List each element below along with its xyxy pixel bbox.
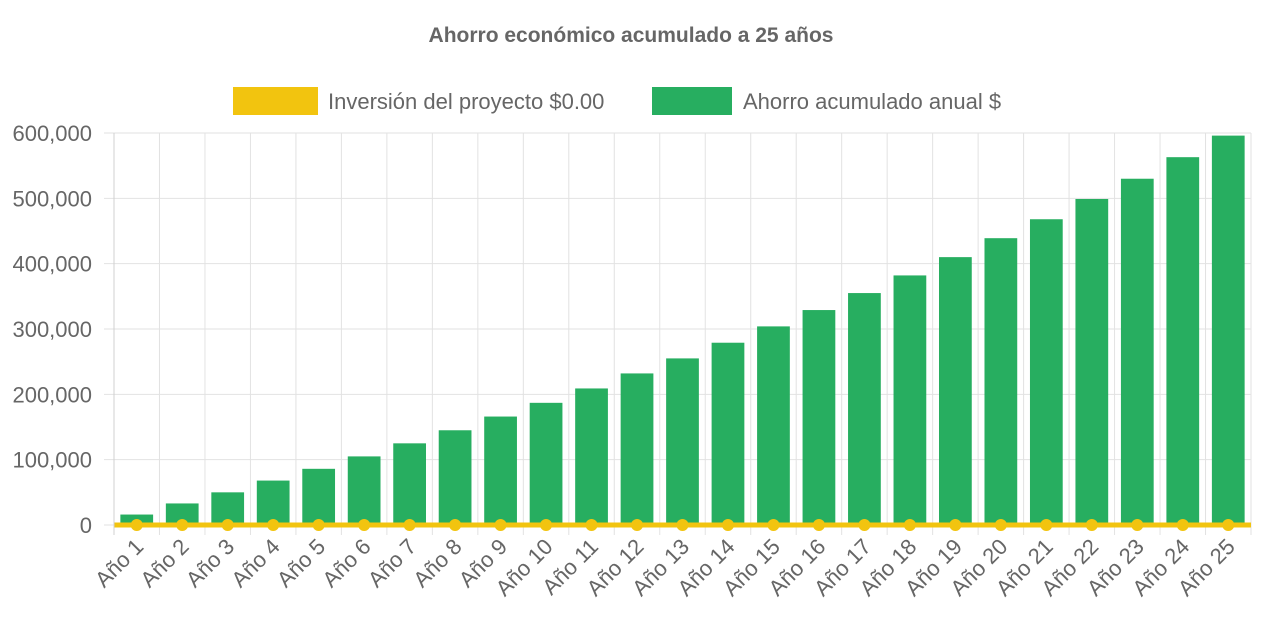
savings-bar[interactable]	[939, 257, 972, 525]
savings-bar[interactable]	[848, 293, 881, 525]
legend-item-savings[interactable]: Ahorro acumulado anual $	[652, 87, 1001, 115]
savings-bar[interactable]	[757, 326, 790, 525]
investment-point[interactable]	[1176, 519, 1189, 531]
legend-swatch-investment	[233, 87, 318, 115]
y-tick-label: 500,000	[12, 186, 92, 211]
x-tick-label: Año 4	[226, 534, 284, 592]
investment-point[interactable]	[403, 519, 416, 531]
y-tick-label: 600,000	[12, 121, 92, 146]
y-tick-label: 100,000	[12, 448, 92, 473]
savings-bar[interactable]	[984, 238, 1018, 526]
savings-bar[interactable]	[484, 416, 517, 525]
investment-point[interactable]	[1131, 519, 1144, 531]
investment-point[interactable]	[721, 519, 734, 531]
y-tick-label: 0	[80, 513, 92, 538]
y-tick-label: 200,000	[12, 382, 92, 407]
y-tick-label: 300,000	[12, 317, 92, 342]
investment-point[interactable]	[903, 519, 916, 531]
savings-bar[interactable]	[438, 430, 472, 525]
investment-point[interactable]	[676, 519, 689, 531]
savings-bar[interactable]	[393, 443, 426, 525]
legend-label-savings: Ahorro acumulado anual $	[743, 89, 1001, 114]
investment-point[interactable]	[540, 519, 553, 531]
savings-bar[interactable]	[1211, 135, 1245, 525]
investment-point[interactable]	[767, 519, 780, 531]
grid	[104, 132, 1252, 535]
savings-bar[interactable]	[893, 275, 927, 525]
investment-point[interactable]	[585, 519, 598, 531]
investment-point[interactable]	[812, 519, 825, 531]
savings-bar[interactable]	[529, 402, 563, 525]
investment-point[interactable]	[267, 519, 280, 531]
savings-bar[interactable]	[302, 468, 336, 525]
savings-bar[interactable]	[347, 456, 381, 525]
savings-bar[interactable]	[711, 342, 745, 525]
investment-point[interactable]	[130, 519, 143, 531]
savings-bar[interactable]	[802, 310, 836, 525]
savings-bar[interactable]	[256, 480, 290, 525]
legend-swatch-savings	[652, 87, 732, 115]
investment-point[interactable]	[1085, 519, 1098, 531]
x-tick-label: Año 7	[363, 534, 421, 592]
chart-title: Ahorro económico acumulado a 25 años	[429, 24, 834, 47]
savings-bar[interactable]	[575, 388, 608, 525]
x-tick-label: Año 2	[135, 534, 193, 592]
savings-bar[interactable]	[1120, 178, 1154, 525]
legend-item-investment[interactable]: Inversión del proyecto $0.00	[233, 87, 604, 115]
investment-point[interactable]	[449, 519, 462, 531]
investment-point[interactable]	[631, 519, 644, 531]
x-tick-label: Año 1	[90, 534, 148, 592]
x-tick-label: Año 8	[408, 534, 466, 592]
investment-point[interactable]	[949, 519, 962, 531]
legend-label-investment: Inversión del proyecto $0.00	[328, 89, 604, 114]
investment-point[interactable]	[994, 519, 1007, 531]
investment-point[interactable]	[1040, 519, 1053, 531]
investment-point[interactable]	[221, 519, 234, 531]
investment-point[interactable]	[858, 519, 871, 531]
savings-bar[interactable]	[620, 373, 654, 525]
investment-point[interactable]	[312, 519, 325, 531]
investment-point[interactable]	[1222, 519, 1235, 531]
x-tick-label: Año 6	[317, 534, 375, 592]
investment-point[interactable]	[176, 519, 189, 531]
savings-bar[interactable]	[165, 503, 199, 525]
savings-bar[interactable]	[1075, 198, 1109, 525]
line-series	[114, 519, 1251, 531]
x-tick-label: Año 3	[181, 534, 239, 592]
savings-bar[interactable]	[666, 358, 699, 525]
investment-point[interactable]	[358, 519, 371, 531]
y-tick-label: 400,000	[12, 252, 92, 277]
bar-series	[120, 135, 1245, 526]
savings-bar[interactable]	[1029, 219, 1063, 526]
savings-bar[interactable]	[1166, 157, 1200, 525]
investment-point[interactable]	[494, 519, 507, 531]
x-tick-label: Año 5	[272, 534, 330, 592]
legend[interactable]: Inversión del proyecto $0.00 Ahorro acum…	[233, 87, 1001, 115]
y-axis: 0 100,000 200,000 300,000 400,000 500,000 600,…	[12, 121, 115, 538]
